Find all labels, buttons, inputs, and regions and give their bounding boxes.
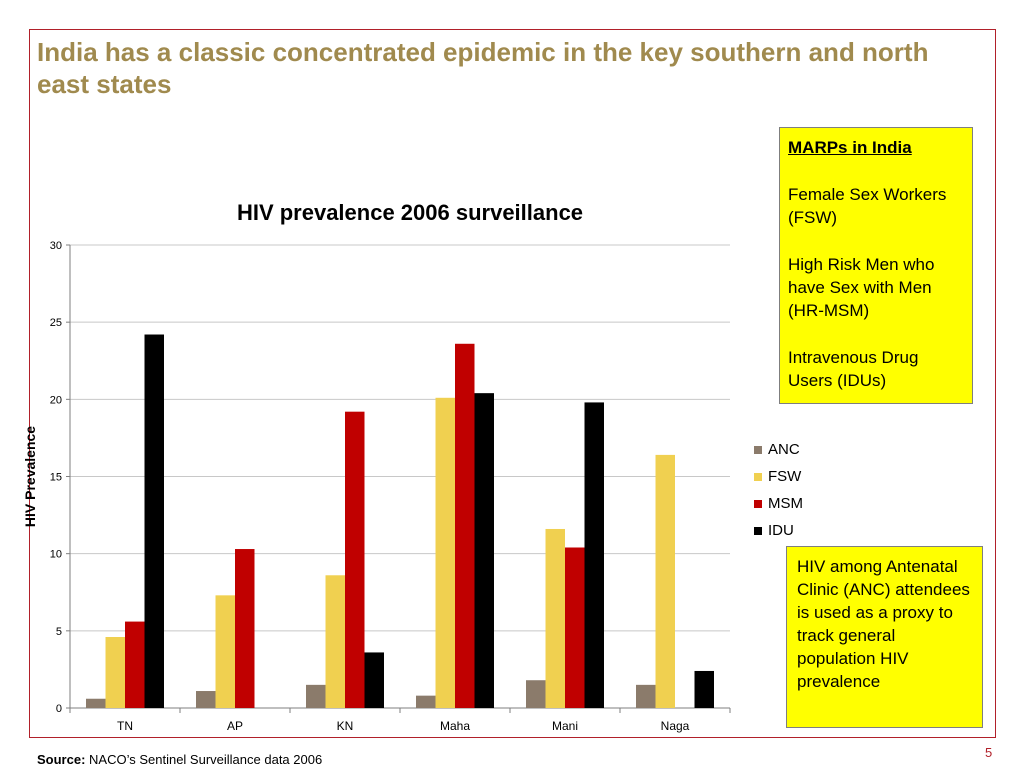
bar-fsw-kn [325, 575, 345, 708]
y-tick-label: 10 [50, 549, 62, 561]
chart-title: HIV prevalence 2006 surveillance [236, 200, 584, 225]
x-tick-label: AP [227, 719, 243, 733]
slide-title: India has a classic concentrated epidemi… [37, 37, 929, 99]
y-tick-label: 20 [50, 394, 62, 406]
bar-idu-naga [694, 670, 714, 708]
x-tick-label: KN [337, 719, 354, 733]
chart-legend: ANC FSW MSM IDU [754, 436, 803, 544]
legend-swatch [754, 472, 762, 481]
marps-info-box: MARPs in India Female Sex Workers (FSW) … [779, 127, 973, 404]
page-number: 5 [985, 745, 993, 760]
y-tick-label: 25 [50, 317, 62, 329]
bar-anc-maha [416, 695, 436, 708]
source-note: Source: NACO’s Sentinel Surveillance dat… [37, 752, 322, 767]
legend-swatch [754, 499, 762, 508]
bar-fsw-ap [215, 595, 235, 708]
x-tick-label: Naga [661, 719, 690, 733]
bar-idu-mani [584, 402, 604, 708]
legend-swatch [754, 445, 762, 454]
bar-anc-mani [526, 680, 546, 708]
bar-anc-kn [306, 684, 326, 708]
legend-item-idu: IDU [754, 517, 803, 544]
legend-label: FSW [768, 468, 802, 485]
marps-item-msm: High Risk Men who have Sex with Men (HR-… [788, 255, 935, 320]
bar-idu-kn [364, 652, 384, 708]
anc-info-box: HIV among Antenatal Clinic (ANC) attende… [786, 546, 983, 728]
legend-item-fsw: FSW [754, 463, 803, 490]
bar-msm-ap [235, 549, 255, 708]
x-tick-label: Maha [440, 719, 470, 733]
bar-fsw-naga [655, 454, 675, 708]
y-tick-label: 0 [56, 703, 62, 715]
y-tick-label: 30 [50, 240, 62, 252]
bar-anc-tn [86, 698, 106, 708]
bar-msm-maha [455, 343, 475, 708]
legend-item-msm: MSM [754, 490, 803, 517]
legend-swatch [754, 526, 762, 535]
marps-item-fsw: Female Sex Workers (FSW) [788, 185, 947, 227]
source-text: NACO’s Sentinel Surveillance data 2006 [85, 752, 323, 767]
slide-frame [29, 29, 996, 738]
source-label: Source: [37, 752, 86, 767]
marps-item-idu: Intravenous Drug Users (IDUs) [788, 348, 919, 390]
anc-text: HIV among Antenatal Clinic (ANC) attende… [797, 557, 970, 691]
marps-heading: MARPs in India [788, 138, 912, 157]
bar-fsw-mani [545, 528, 565, 708]
bar-fsw-maha [435, 397, 455, 708]
legend-label: IDU [768, 522, 794, 539]
bar-msm-kn [345, 411, 365, 708]
bar-msm-mani [565, 547, 585, 708]
bar-idu-maha [474, 393, 494, 708]
y-tick-label: 5 [56, 626, 62, 638]
bar-fsw-tn [105, 637, 125, 708]
bar-idu-tn [144, 334, 164, 708]
bar-anc-naga [636, 684, 656, 708]
bar-anc-ap [196, 691, 216, 708]
x-tick-label: Mani [552, 719, 578, 733]
legend-label: MSM [768, 495, 803, 512]
bar-msm-tn [125, 621, 145, 708]
legend-label: ANC [768, 441, 800, 458]
x-tick-label: TN [117, 719, 133, 733]
y-axis-label: HIV Prevalence [22, 426, 38, 527]
y-tick-label: 15 [50, 472, 62, 484]
legend-item-anc: ANC [754, 436, 803, 463]
